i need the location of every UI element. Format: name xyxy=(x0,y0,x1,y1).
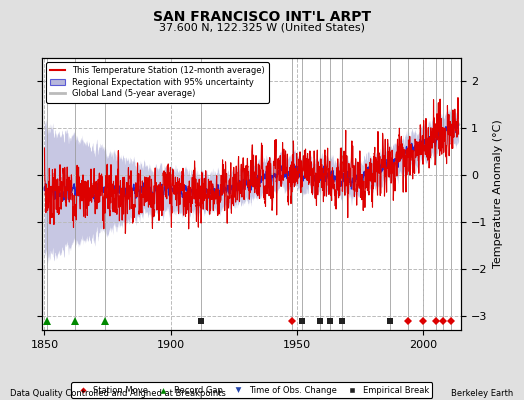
Text: Data Quality Controlled and Aligned at Breakpoints: Data Quality Controlled and Aligned at B… xyxy=(10,389,226,398)
Y-axis label: Temperature Anomaly (°C): Temperature Anomaly (°C) xyxy=(493,120,503,268)
Legend: Station Move, Record Gap, Time of Obs. Change, Empirical Break: Station Move, Record Gap, Time of Obs. C… xyxy=(71,382,432,398)
Text: SAN FRANCISCO INT'L ARPT: SAN FRANCISCO INT'L ARPT xyxy=(153,10,371,24)
Text: 37.600 N, 122.325 W (United States): 37.600 N, 122.325 W (United States) xyxy=(159,22,365,32)
Text: Berkeley Earth: Berkeley Earth xyxy=(451,389,514,398)
